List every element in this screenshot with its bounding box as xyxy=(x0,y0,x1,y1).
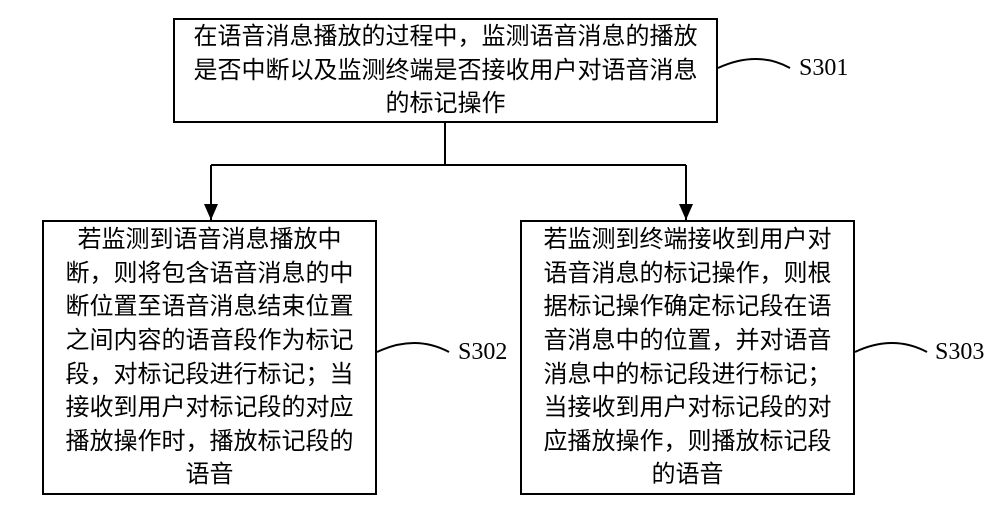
flowchart-node-top: 在语音消息播放的过程中，监测语音消息的播放是否中断以及监测终端是否接收用户对语音… xyxy=(173,18,718,123)
node-left-text: 若监测到语音消息播放中断，则将包含语音消息的中断位置至语音消息结束位置之间内容的… xyxy=(58,223,361,492)
node-right-text: 若监测到终端接收到用户对语音消息的标记操作，则根据标记操作确定标记段在语音消息中… xyxy=(536,223,839,492)
step-label-s302: S302 xyxy=(458,339,507,366)
step-label-s301: S301 xyxy=(799,55,848,82)
flowchart-node-right: 若监测到终端接收到用户对语音消息的标记操作，则根据标记操作确定标记段在语音消息中… xyxy=(520,220,855,495)
flowchart-node-left: 若监测到语音消息播放中断，则将包含语音消息的中断位置至语音消息结束位置之间内容的… xyxy=(42,220,377,495)
step-label-s303: S303 xyxy=(935,339,984,366)
node-top-text: 在语音消息播放的过程中，监测语音消息的播放是否中断以及监测终端是否接收用户对语音… xyxy=(189,20,702,121)
